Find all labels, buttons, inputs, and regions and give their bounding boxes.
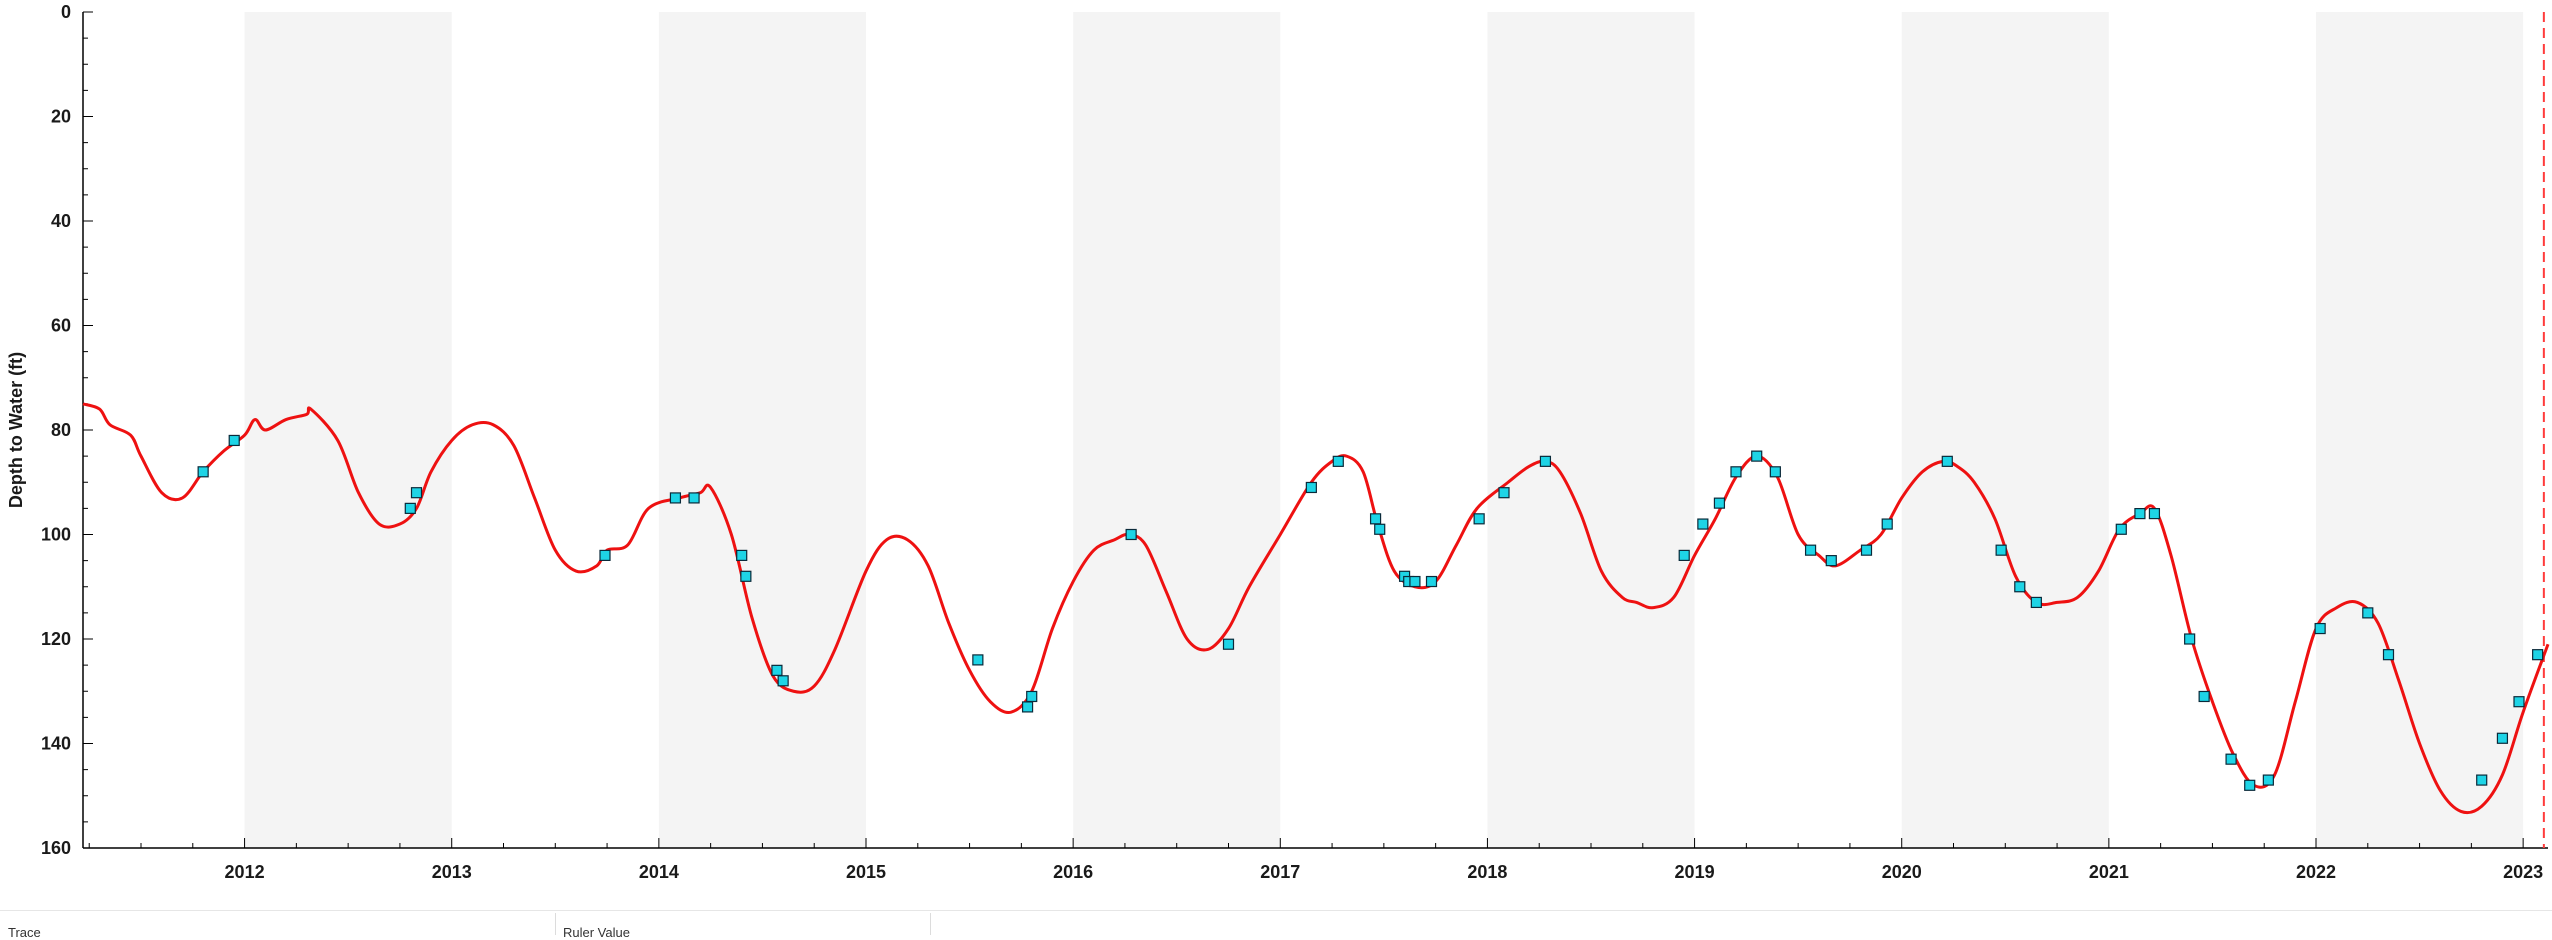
x-tick-label: 2021 (2089, 862, 2129, 882)
measurement-point[interactable] (1714, 498, 1724, 508)
column-divider (930, 913, 931, 935)
x-tick-label: 2019 (1675, 862, 1715, 882)
measurement-point[interactable] (405, 503, 415, 513)
measurement-point[interactable] (2263, 775, 2273, 785)
measurement-point[interactable] (2185, 634, 2195, 644)
bottom-panel: Trace Ruler Value (0, 910, 2552, 938)
y-tick-label: 0 (61, 2, 71, 22)
year-band (245, 12, 452, 848)
y-tick-label: 100 (41, 525, 71, 545)
measurement-point[interactable] (1027, 691, 1037, 701)
measurement-point[interactable] (1474, 514, 1484, 524)
measurement-point[interactable] (1371, 514, 1381, 524)
ruler-value-column-header[interactable]: Ruler Value (563, 925, 630, 940)
measurement-point[interactable] (1752, 451, 1762, 461)
measurement-point[interactable] (1731, 467, 1741, 477)
measurement-point[interactable] (1224, 639, 1234, 649)
column-divider (555, 913, 556, 935)
year-band (1902, 12, 2109, 848)
measurement-point[interactable] (1427, 577, 1437, 587)
x-tick-label: 2012 (225, 862, 265, 882)
measurement-point[interactable] (2135, 509, 2145, 519)
x-tick-label: 2014 (639, 862, 679, 882)
measurement-point[interactable] (1333, 456, 1343, 466)
chart: 0 20 40 60 80 100 120 140 160 2012 2013 2014 2015 201… (0, 0, 2552, 910)
trace-column-header[interactable]: Trace (8, 925, 41, 940)
measurement-point[interactable] (1679, 550, 1689, 560)
x-tick-label: 2016 (1053, 862, 1093, 882)
y-tick-label: 120 (41, 629, 71, 649)
measurement-point[interactable] (1023, 702, 1033, 712)
measurement-point[interactable] (737, 550, 747, 560)
measurement-point[interactable] (2477, 775, 2487, 785)
y-tick-label: 20 (51, 107, 71, 127)
measurement-point[interactable] (1882, 519, 1892, 529)
measurement-point[interactable] (2149, 509, 2159, 519)
measurement-point[interactable] (1698, 519, 1708, 529)
measurement-point[interactable] (1410, 577, 1420, 587)
measurement-point[interactable] (2384, 650, 2394, 660)
measurement-point[interactable] (1942, 456, 1952, 466)
measurement-point[interactable] (1996, 545, 2006, 555)
year-bands (83, 12, 2548, 848)
measurement-point[interactable] (2015, 582, 2025, 592)
measurement-point[interactable] (2514, 697, 2524, 707)
measurement-point[interactable] (198, 467, 208, 477)
x-tick-label: 2013 (432, 862, 472, 882)
y-tick-label: 160 (41, 838, 71, 858)
measurement-point[interactable] (973, 655, 983, 665)
measurement-point[interactable] (689, 493, 699, 503)
measurement-point[interactable] (2031, 597, 2041, 607)
year-band (1073, 12, 1280, 848)
measurement-point[interactable] (2497, 733, 2507, 743)
y-tick-label: 80 (51, 420, 71, 440)
x-tick-label: 2017 (1260, 862, 1300, 882)
year-band (659, 12, 866, 848)
x-tick-label: 2023 (2503, 862, 2543, 882)
measurement-point[interactable] (670, 493, 680, 503)
measurement-point[interactable] (2363, 608, 2373, 618)
x-tick-label: 2018 (1467, 862, 1507, 882)
measurement-point[interactable] (2199, 691, 2209, 701)
measurement-point[interactable] (412, 488, 422, 498)
measurement-point[interactable] (1540, 456, 1550, 466)
measurement-point[interactable] (772, 665, 782, 675)
plot-area (83, 12, 2548, 848)
measurement-point[interactable] (2245, 780, 2255, 790)
year-band (1487, 12, 1694, 848)
y-tick-label: 40 (51, 211, 71, 231)
measurement-point[interactable] (600, 550, 610, 560)
measurement-point[interactable] (229, 435, 239, 445)
measurement-point[interactable] (2533, 650, 2543, 660)
measurement-point[interactable] (2116, 524, 2126, 534)
measurement-point[interactable] (1306, 482, 1316, 492)
measurement-point[interactable] (1126, 530, 1136, 540)
measurement-point[interactable] (1826, 556, 1836, 566)
y-tick-label: 140 (41, 734, 71, 754)
x-tick-label: 2022 (2296, 862, 2336, 882)
measurement-point[interactable] (1499, 488, 1509, 498)
measurement-point[interactable] (778, 676, 788, 686)
measurement-point[interactable] (741, 571, 751, 581)
measurement-point[interactable] (1375, 524, 1385, 534)
x-tick-label: 2020 (1882, 862, 1922, 882)
measurement-point[interactable] (1806, 545, 1816, 555)
measurement-point[interactable] (1862, 545, 1872, 555)
x-tick-label: 2015 (846, 862, 886, 882)
year-band (2316, 12, 2523, 848)
measurement-point[interactable] (2226, 754, 2236, 764)
measurement-point[interactable] (1770, 467, 1780, 477)
measurement-point[interactable] (2315, 624, 2325, 634)
y-axis-title: Depth to Water (ft) (6, 352, 26, 508)
y-tick-label: 60 (51, 316, 71, 336)
